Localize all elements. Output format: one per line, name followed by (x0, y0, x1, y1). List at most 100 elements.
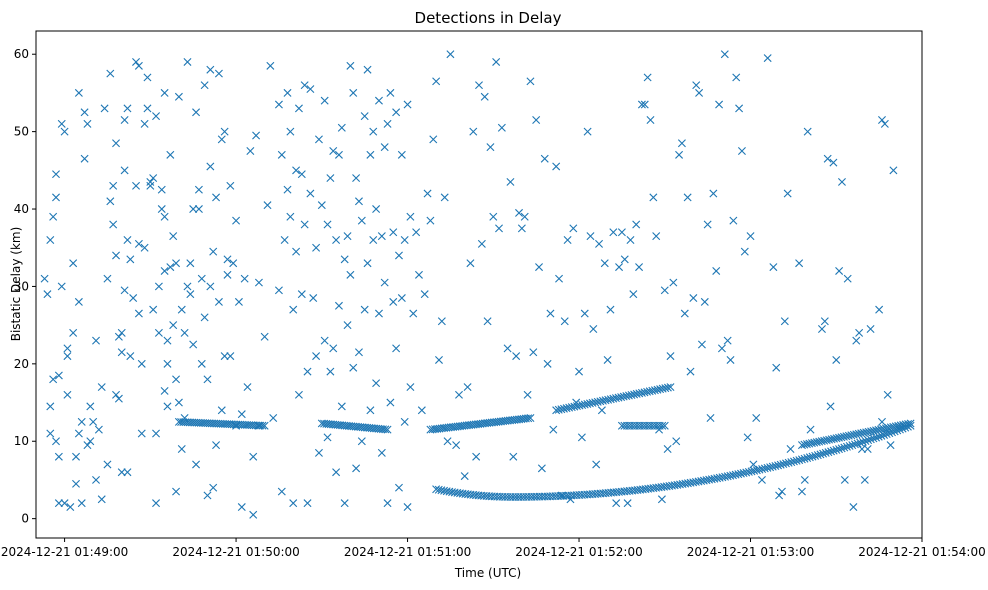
data-point (486, 143, 495, 152)
data-point (906, 421, 915, 430)
data-point (669, 278, 678, 287)
data-point (706, 414, 715, 423)
data-point (120, 286, 129, 295)
data-point (177, 444, 186, 453)
data-point (512, 352, 521, 361)
data-point (832, 355, 841, 364)
data-point (163, 336, 172, 345)
data-point (166, 150, 175, 159)
x-tick-label: 2024-12-21 01:54:00 (858, 545, 985, 559)
data-point (109, 181, 118, 190)
data-point (154, 282, 163, 291)
data-point (83, 119, 92, 128)
data-point (69, 328, 78, 337)
data-point (864, 436, 873, 445)
data-point (86, 437, 95, 446)
data-point (746, 232, 755, 241)
data-point (389, 228, 398, 237)
data-point (326, 367, 335, 376)
data-point (357, 437, 366, 446)
data-point (489, 212, 498, 221)
data-point (858, 437, 867, 446)
data-point (615, 263, 624, 272)
data-point (832, 434, 841, 443)
data-point (643, 73, 652, 82)
data-point (63, 390, 72, 399)
data-point (332, 468, 341, 477)
data-point (172, 375, 181, 384)
data-point (312, 352, 321, 361)
data-point (400, 236, 409, 244)
data-point (306, 85, 315, 94)
data-point (580, 309, 589, 318)
data-point (363, 259, 372, 268)
data-point (640, 100, 649, 109)
x-tick-label: 2024-12-21 01:50:00 (172, 545, 299, 559)
data-point (143, 73, 152, 82)
data-point (827, 435, 836, 444)
data-point (663, 444, 672, 453)
data-point (349, 88, 358, 97)
data-point (240, 274, 249, 283)
data-point (289, 499, 298, 508)
data-point (845, 441, 854, 450)
data-point (352, 174, 361, 183)
data-point (603, 355, 612, 364)
data-point (523, 390, 532, 399)
data-point (660, 286, 669, 295)
data-point (212, 193, 221, 202)
data-point (497, 123, 506, 132)
data-point (314, 448, 323, 457)
data-point (515, 208, 524, 217)
data-point (326, 174, 335, 183)
data-point (243, 383, 252, 392)
data-point (466, 259, 475, 268)
data-point (126, 352, 135, 361)
data-point (783, 189, 792, 198)
data-point (806, 425, 815, 434)
data-point (369, 127, 378, 136)
data-point (817, 437, 826, 446)
data-point (769, 263, 778, 272)
data-point (114, 332, 123, 341)
data-point (797, 455, 806, 464)
data-point (443, 437, 452, 446)
data-point (374, 96, 383, 105)
data-point (837, 444, 846, 453)
data-point (529, 348, 538, 357)
data-point (43, 290, 52, 299)
data-point (839, 432, 848, 441)
data-point (152, 499, 161, 508)
data-point (810, 438, 819, 447)
data-point (186, 259, 195, 268)
data-point (132, 57, 141, 66)
data-point (434, 355, 443, 364)
data-point (380, 278, 389, 287)
data-point (357, 216, 366, 225)
data-point (840, 475, 849, 484)
data-point (423, 189, 432, 198)
data-point (386, 398, 395, 407)
data-point (877, 116, 886, 125)
data-point (109, 220, 118, 229)
data-point (372, 205, 381, 214)
data-point (772, 363, 781, 372)
data-point (260, 332, 269, 341)
data-point (306, 189, 315, 198)
data-point (80, 108, 89, 117)
data-point (258, 421, 267, 430)
x-tick-label: 2024-12-21 01:49:00 (1, 545, 128, 559)
data-point (149, 174, 158, 183)
x-axis: 2024-12-21 01:49:00 2024-12-21 01:50:00 20… (1, 538, 986, 559)
data-point (888, 428, 897, 437)
data-point (192, 460, 201, 469)
data-point (823, 154, 832, 163)
data-point (903, 422, 912, 431)
data-point (683, 193, 692, 202)
data-point (797, 441, 806, 450)
data-point (352, 464, 361, 473)
data-point (537, 464, 546, 473)
data-point (289, 305, 298, 314)
data-point (223, 255, 232, 264)
data-point (134, 61, 143, 70)
